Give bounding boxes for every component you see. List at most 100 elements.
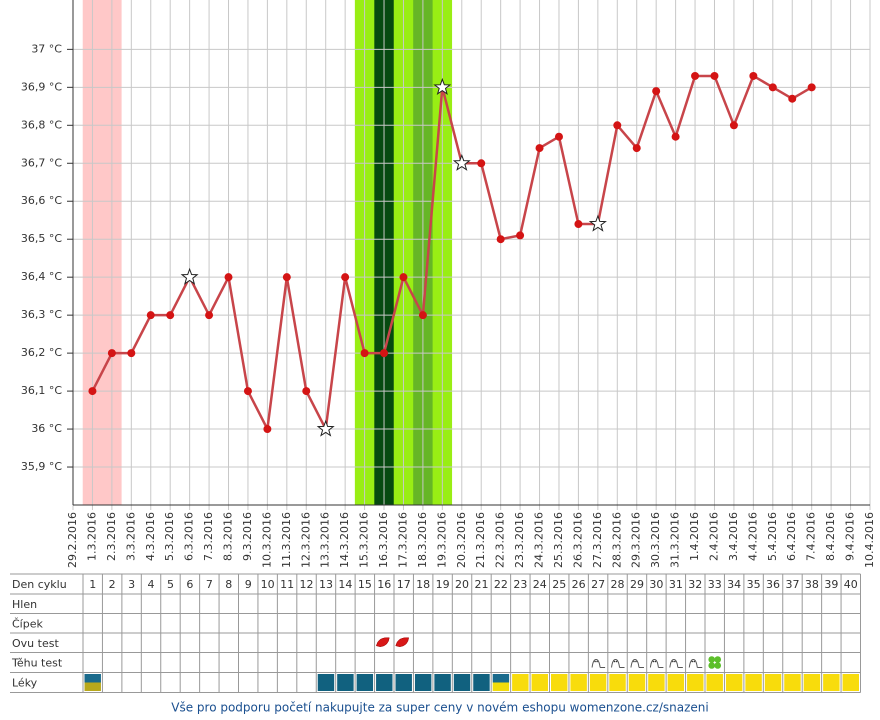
x-tick-label: 13.3.2016 — [319, 512, 332, 568]
day-number: 37 — [785, 578, 799, 591]
medication-cell — [356, 674, 374, 691]
point — [535, 144, 544, 153]
x-tick-label: 7.4.2016 — [805, 512, 818, 561]
negative-test — [672, 660, 674, 663]
x-tick-label: 5.4.2016 — [766, 512, 779, 561]
y-tick-label: 36,7 °C — [21, 156, 62, 169]
negative-test — [693, 660, 696, 663]
day-number: 1 — [89, 578, 96, 591]
x-tick-label: 2.3.2016 — [105, 512, 118, 561]
medication-cell — [764, 674, 782, 691]
medication-cell — [589, 674, 607, 691]
medication-cell — [687, 674, 704, 691]
medication-cell — [492, 674, 510, 683]
medication-cell — [84, 674, 101, 683]
negative-test — [691, 660, 694, 663]
negative-test — [615, 660, 618, 663]
temperature-line — [91, 74, 813, 434]
medication-cell — [745, 674, 762, 691]
grid: 29.2.2016 1.3.2016 2.3.2016 3.3.2016 4.3.201… — [21, 0, 876, 568]
x-tick-label: 1.4.2016 — [688, 512, 701, 561]
x-tick-label: 28.3.2016 — [610, 512, 623, 568]
day-number: 2 — [109, 578, 116, 591]
day-number: 27 — [591, 578, 605, 591]
day-number: 29 — [630, 578, 644, 591]
point — [166, 311, 175, 320]
star-point — [316, 419, 335, 437]
x-tick-label: 10.3.2016 — [260, 512, 273, 568]
negative-test — [613, 660, 616, 663]
medication-cell — [84, 682, 101, 691]
x-tick-label: 5.3.2016 — [163, 512, 176, 561]
x-tick-label: 22.3.2016 — [494, 512, 507, 568]
point — [107, 349, 116, 358]
point — [516, 231, 525, 240]
negative-test — [594, 660, 596, 663]
x-tick-label: 4.3.2016 — [144, 512, 157, 561]
y-tick-label: 35,9 °C — [21, 460, 62, 473]
x-tick-label: 6.3.2016 — [183, 512, 196, 561]
medication-cell — [551, 674, 568, 691]
negative-test — [596, 660, 598, 663]
x-tick-label: 18.3.2016 — [416, 512, 429, 568]
row-label: Ovu test — [12, 637, 59, 650]
x-tick-label: 20.3.2016 — [455, 512, 468, 568]
day-number: 32 — [688, 578, 702, 591]
point — [380, 349, 389, 358]
medication-cell — [667, 674, 685, 691]
point — [477, 159, 486, 168]
x-tick-label: 17.3.2016 — [396, 512, 409, 568]
star-point — [433, 77, 452, 96]
y-tick-label: 37 °C — [31, 42, 62, 55]
medication-cell — [628, 674, 646, 691]
day-number: 10 — [261, 578, 275, 591]
x-tick-label: 2.4.2016 — [707, 512, 720, 561]
x-tick-label: 29.2.2016 — [66, 512, 79, 568]
x-tick-label: 23.3.2016 — [513, 512, 526, 568]
point — [146, 311, 155, 320]
point — [749, 71, 758, 80]
y-tick-label: 36,2 °C — [21, 346, 62, 359]
row-label: Den cyklu — [12, 578, 67, 591]
medication-cell — [434, 674, 451, 691]
y-tick-label: 36,4 °C — [21, 270, 62, 283]
day-number: 25 — [552, 578, 566, 591]
y-tick-label: 36,3 °C — [21, 308, 62, 321]
day-number: 4 — [148, 578, 155, 591]
x-tick-label: 12.3.2016 — [299, 512, 312, 568]
point — [554, 132, 563, 141]
footer-link[interactable]: Vše pro podporu početí nakupujte za supe… — [171, 701, 708, 715]
day-number: 22 — [494, 578, 508, 591]
x-tick-label: 7.3.2016 — [202, 512, 215, 561]
day-number: 12 — [300, 578, 314, 591]
day-number: 17 — [397, 578, 411, 591]
clover-leaf — [714, 656, 722, 663]
point — [243, 387, 252, 396]
x-tick-label: 31.3.2016 — [669, 512, 682, 568]
medication-cell — [512, 674, 529, 691]
day-number: 8 — [225, 578, 232, 591]
point — [360, 349, 369, 358]
day-number: 28 — [611, 578, 625, 591]
ovu-drop — [375, 637, 390, 648]
negative-test — [611, 658, 625, 668]
point — [768, 83, 777, 92]
negative-test — [652, 660, 655, 663]
x-tick-label: 4.4.2016 — [746, 512, 759, 561]
point — [496, 235, 505, 244]
point — [671, 132, 680, 141]
x-tick-label: 25.3.2016 — [552, 512, 565, 568]
day-number: 7 — [206, 578, 213, 591]
x-tick-label: 24.3.2016 — [533, 512, 546, 568]
medication-cell — [725, 674, 743, 691]
day-number: 20 — [455, 578, 469, 591]
medication-cell — [453, 674, 471, 691]
row-label: Těhu test — [11, 657, 63, 670]
x-tick-label: 21.3.2016 — [474, 512, 487, 568]
negative-test — [630, 658, 644, 668]
day-number: 24 — [533, 578, 547, 591]
point — [418, 311, 427, 320]
day-number: 34 — [727, 578, 741, 591]
point — [224, 273, 233, 282]
